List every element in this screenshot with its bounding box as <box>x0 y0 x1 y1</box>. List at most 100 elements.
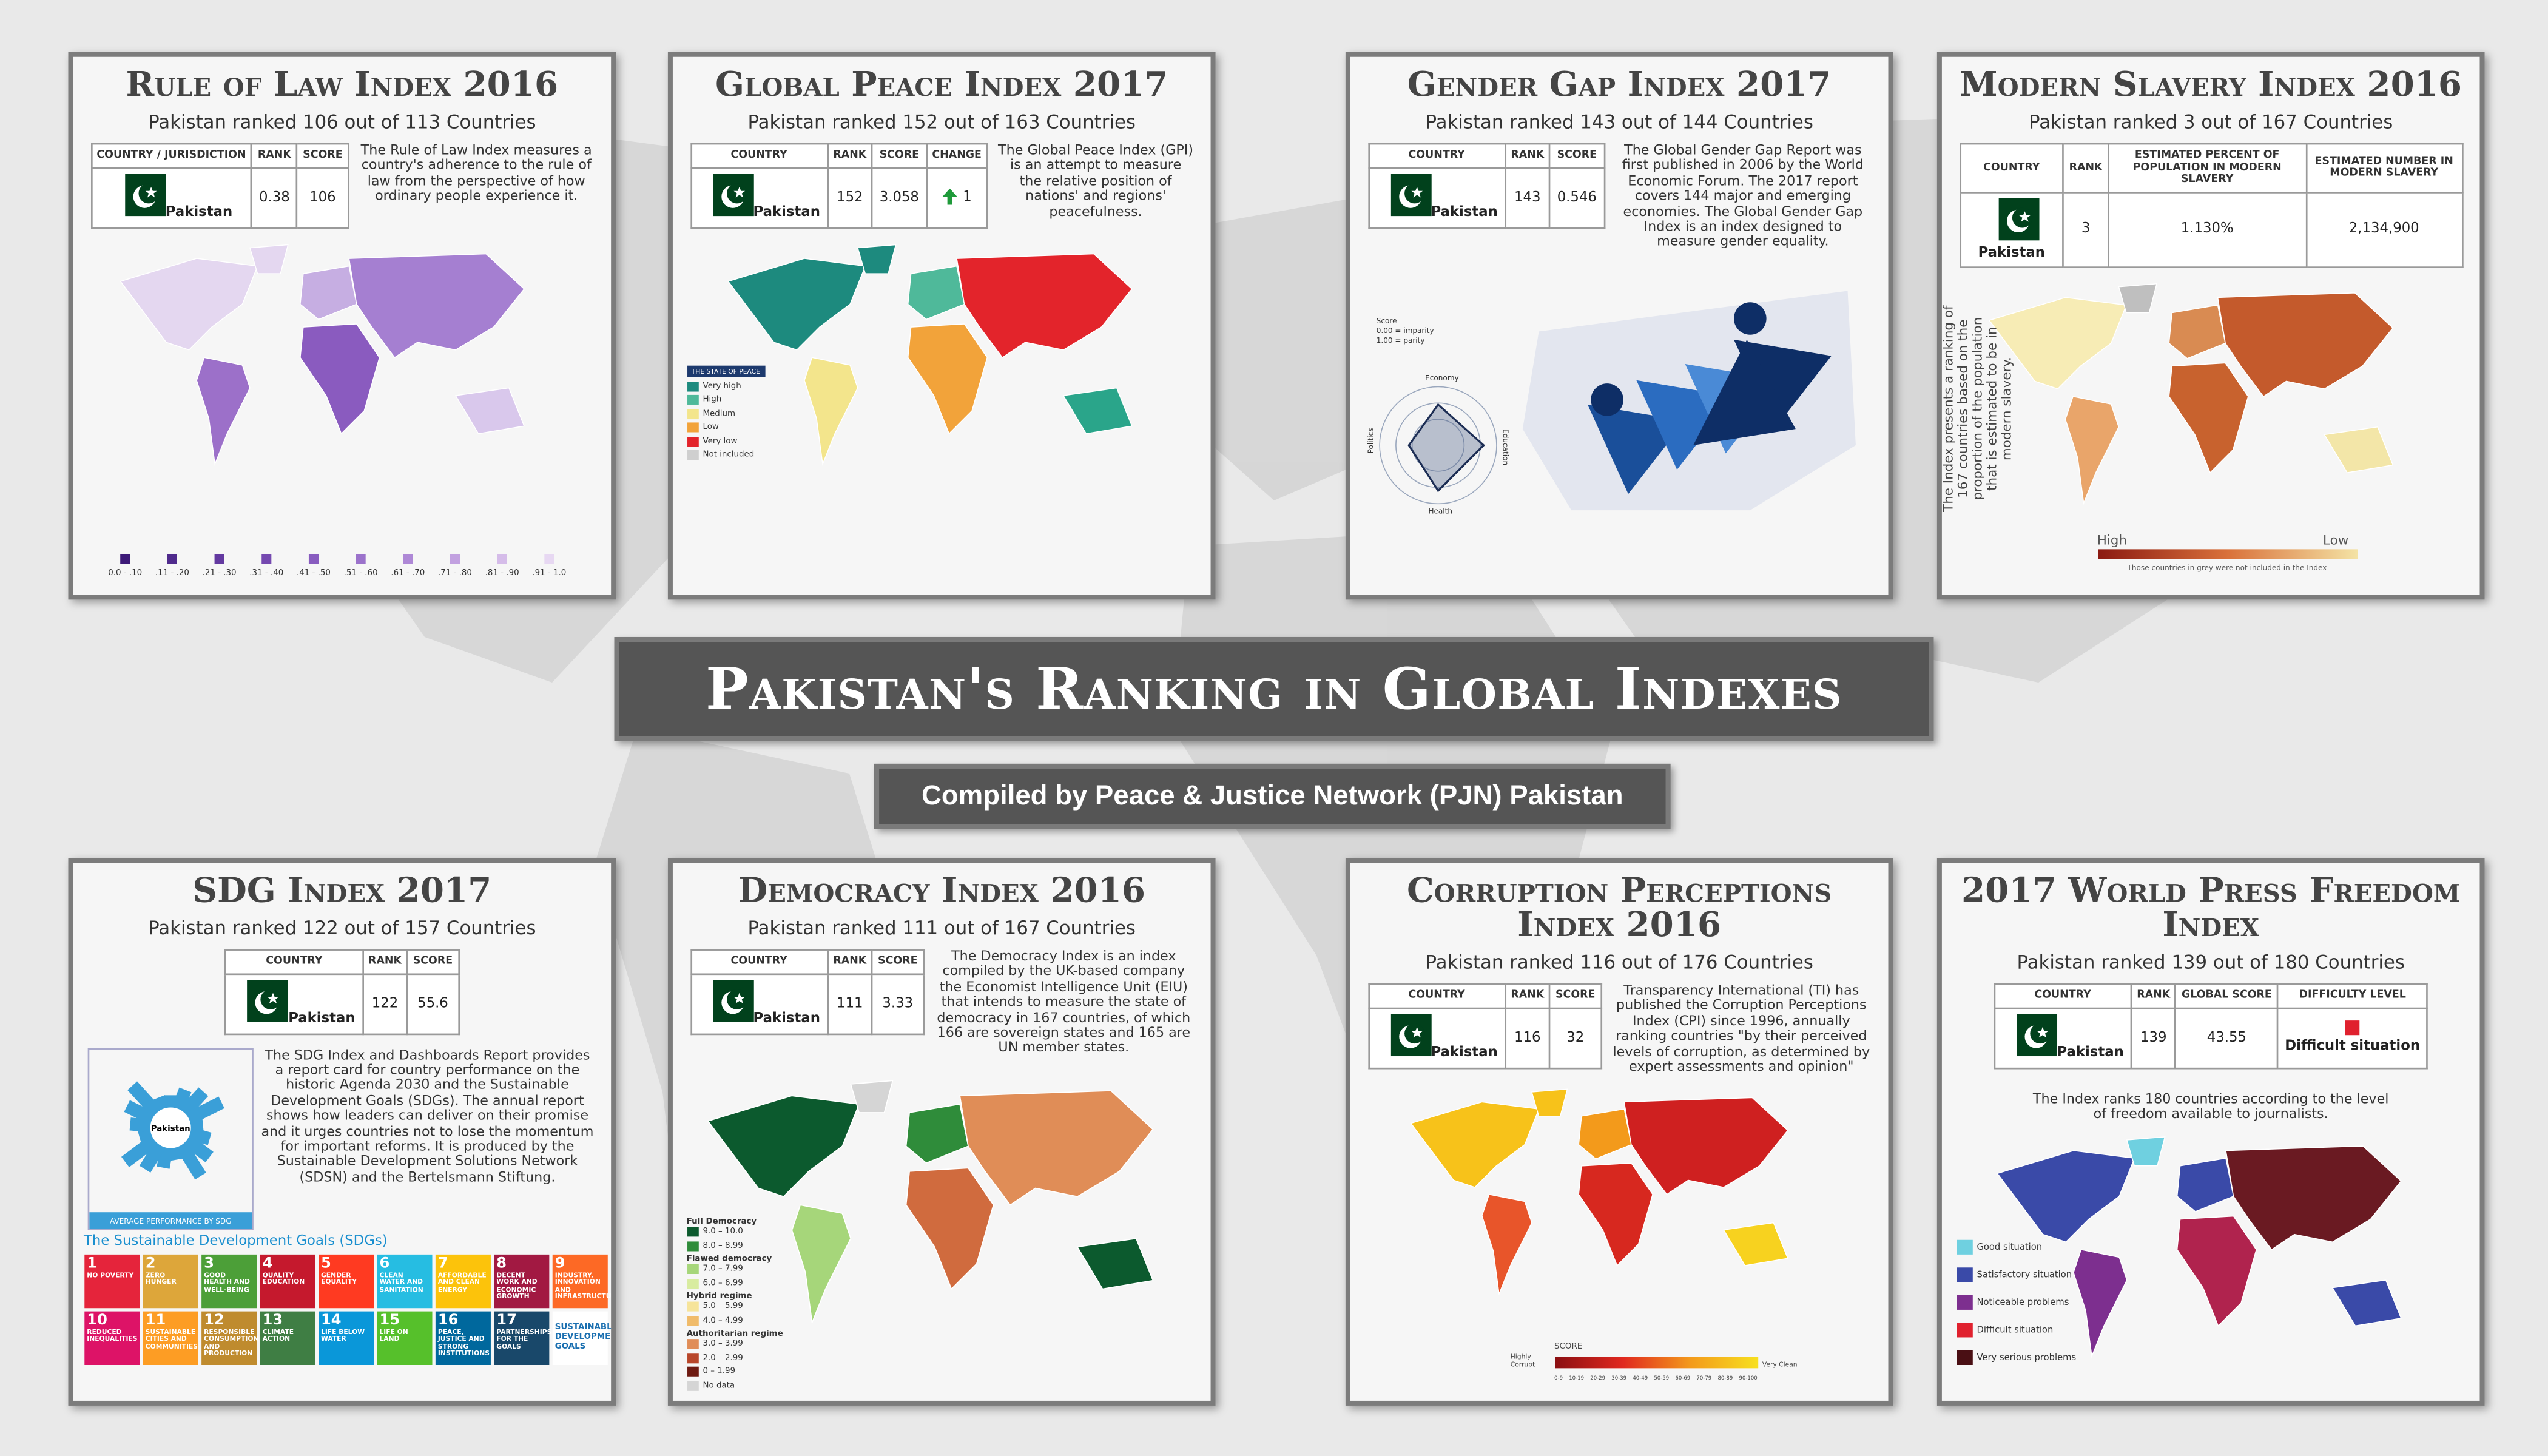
goal-name: QUALITY EDUCATION <box>262 1270 305 1286</box>
flag-star <box>268 993 280 1004</box>
country-cell: Pakistan <box>1375 1014 1498 1061</box>
goal-number: 6 <box>379 1255 390 1272</box>
legend-item: 4.0 – 4.99 <box>686 1315 783 1326</box>
radar-label: 0.00 = imparity <box>1375 326 1433 335</box>
region <box>958 1090 1153 1205</box>
goal-tile: 11 SUSTAINABLE CITIES AND COMMUNITIES <box>142 1310 198 1364</box>
legend-label: 8.0 – 8.99 <box>703 1241 743 1251</box>
region <box>1577 1163 1653 1267</box>
legend-label: 7.0 – 7.99 <box>703 1264 743 1274</box>
region <box>347 252 524 357</box>
legend-item: Very high <box>686 381 765 391</box>
cell-value: 111 <box>837 995 863 1012</box>
legend-swatch <box>120 554 130 564</box>
region <box>454 386 524 434</box>
legend-label: 6.0 – 6.99 <box>703 1278 743 1288</box>
flag-white <box>233 980 248 1022</box>
radar-label: Score <box>1375 317 1396 325</box>
legend-swatch <box>686 1278 698 1288</box>
panel-row: COUNTRY RANK SCORE Pakistan 111 3.33 The Democ… <box>690 948 1193 1056</box>
cell-value: 152 <box>837 189 863 206</box>
flag-star <box>733 187 744 198</box>
legend-label: .41 - .50 <box>296 568 331 579</box>
panel-subtitle: Pakistan ranked 111 out of 167 Countries <box>747 916 1136 940</box>
flag-white <box>698 980 713 1022</box>
cell: Pakistan <box>224 972 363 1034</box>
score-tick: 20-29 <box>1590 1375 1606 1381</box>
index-panel: 2017 World Press Freedom Index Pakistan r… <box>1936 858 2485 1406</box>
cell-value: 43.55 <box>2206 1029 2246 1046</box>
goal-tile: 9 INDUSTRY, INNOVATION AND INFRASTRUCTURE <box>551 1253 611 1307</box>
panel-row: COUNTRY RANK SCORE Pakistan 122 55.6 <box>90 949 594 1034</box>
legend-item: .11 - .20 <box>150 554 194 579</box>
region <box>2322 425 2393 473</box>
region <box>1987 296 2126 389</box>
column-header: SCORE <box>871 949 925 974</box>
goal-tile: 6 CLEAN WATER AND SANITATION <box>376 1253 432 1307</box>
country-name: Pakistan <box>753 1011 820 1027</box>
column-header: RANK <box>362 949 408 974</box>
flag <box>233 980 289 1022</box>
score-tick: 10-19 <box>1569 1375 1585 1381</box>
column-header: DIFFICULTY LEVEL <box>2276 983 2428 1009</box>
cell: Pakistan <box>1959 190 2064 268</box>
flag-star <box>2018 210 2031 221</box>
goal-number: 16 <box>437 1312 459 1329</box>
country-name: Pakistan <box>1431 204 1498 221</box>
region <box>2216 291 2393 397</box>
legend-swatch <box>686 1380 698 1390</box>
flag <box>110 174 166 217</box>
index-panel: Global Peace Index 2017 Pakistan ranked 1… <box>667 52 1216 600</box>
region <box>1722 1223 1788 1267</box>
goal-tile: 13 CLIMATE ACTION <box>259 1310 315 1364</box>
column-header: SCORE <box>1549 143 1605 169</box>
region <box>298 265 357 320</box>
legend-low: Highly Corrupt <box>1510 1352 1535 1369</box>
radar-ring <box>1378 386 1497 504</box>
wheel-segment <box>184 1096 224 1124</box>
legend-swatch <box>686 436 698 447</box>
legend-swatch <box>356 554 366 564</box>
score-tick: 80-89 <box>1717 1375 1733 1381</box>
score-ticks: 0-9 10-19 20-29 30-39 40-49 50-59 60-69 70-79 80… <box>1554 1375 1758 1381</box>
main-subtitle: Compiled by Peace & Justice Network (PJN… <box>874 763 1671 829</box>
flag-star <box>733 993 744 1004</box>
legend-swatch <box>686 1366 698 1377</box>
region <box>298 322 379 434</box>
region <box>803 356 858 465</box>
legend-label: No data <box>703 1380 735 1390</box>
cell-value: 2,134,900 <box>2348 221 2419 238</box>
wheel-segment <box>126 1080 162 1117</box>
legend-swatch <box>686 1339 698 1349</box>
cell: 3.058 <box>871 166 928 229</box>
data-row: Pakistan 139 43.55 Difficult situation <box>1993 1006 2428 1069</box>
panel-row: COUNTRY RANK ESTIMATED PERCENT OF POPULATI… <box>1959 143 2463 268</box>
region <box>2176 1158 2234 1213</box>
flag <box>698 980 753 1022</box>
goals-grid: 1 NO POVERTY 2 ZERO HUNGER 3 GOOD HEALTH AND … <box>83 1253 611 1364</box>
legend-item: Noticeable problems <box>1955 1295 2077 1310</box>
goal-tile: SUSTAINABLE DEVELOPMENT GOALS <box>551 1310 611 1364</box>
panel-row: COUNTRY RANK SCORE CHANGE Pakistan 152 3.058 1 T… <box>690 142 1193 229</box>
radar-ring <box>1394 402 1480 488</box>
score-bar <box>1554 1357 1758 1369</box>
legend-swatch <box>686 408 698 419</box>
flag-white <box>110 174 125 217</box>
world-map <box>1987 282 2393 504</box>
big-triangle <box>1692 339 1795 445</box>
legend-label: Noticeable problems <box>1977 1297 2069 1307</box>
panel-title: Gender Gap Index 2017 <box>1407 63 1832 104</box>
panel-title: Global Peace Index 2017 <box>715 63 1168 104</box>
legend: Full Democracy 9.0 – 10.0 8.0 – 8.99 Flawed… <box>686 1214 783 1394</box>
flag <box>1984 197 2040 240</box>
country-cell: Pakistan <box>2001 1014 2124 1061</box>
panel-row: COUNTRY RANK SCORE Pakistan 143 0.546 The Glob… <box>1367 142 1871 250</box>
legend-item: Not included <box>686 450 765 460</box>
index-panel: Democracy Index 2016 Pakistan ranked 111 … <box>667 858 1216 1406</box>
cell-value: 122 <box>371 995 399 1012</box>
flag-crescent-cut <box>726 183 746 204</box>
panel-subtitle: Pakistan ranked 139 out of 180 Countries <box>2017 950 2405 974</box>
ranking-table: COUNTRY RANK SCORE Pakistan 116 32 <box>1367 983 1602 1069</box>
region <box>905 1167 994 1290</box>
